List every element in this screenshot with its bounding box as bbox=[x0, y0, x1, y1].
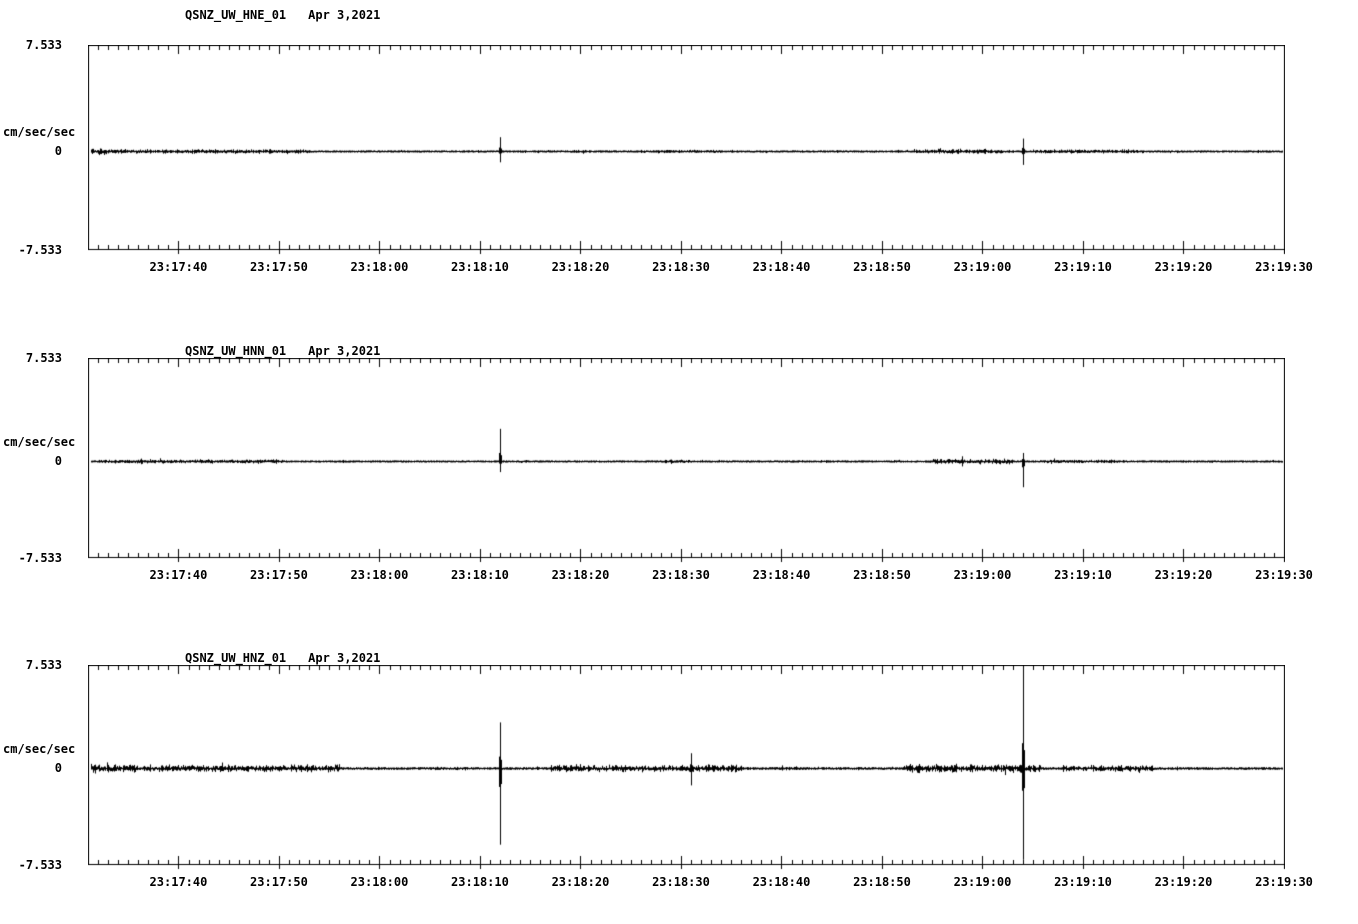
x-tick-label: 23:19:30 bbox=[1255, 568, 1313, 582]
x-tick-label: 23:18:20 bbox=[551, 260, 610, 274]
y-axis-min-label: -7.533 bbox=[18, 551, 62, 565]
x-tick-label: 23:19:20 bbox=[1154, 875, 1213, 889]
x-tick-label: 23:18:40 bbox=[752, 875, 811, 889]
x-tick-label: 23:18:00 bbox=[350, 568, 409, 582]
x-tick-label: 23:19:20 bbox=[1154, 260, 1213, 274]
y-axis-max-label: 7.533 bbox=[25, 658, 62, 672]
y-axis-units-label: cm/sec/sec bbox=[3, 125, 76, 139]
y-axis-max-label: 7.533 bbox=[25, 38, 62, 52]
x-tick-label: 23:18:50 bbox=[853, 875, 911, 889]
x-tick-label: 23:18:40 bbox=[752, 260, 811, 274]
x-tick-label: 23:17:40 bbox=[149, 568, 208, 582]
station-channel-label: QSNZ_UW_HNE_01 bbox=[185, 8, 287, 22]
x-tick-label: 23:18:00 bbox=[350, 260, 409, 274]
x-tick-label: 23:19:00 bbox=[953, 568, 1012, 582]
x-tick-label: 23:18:20 bbox=[551, 568, 610, 582]
y-axis-zero-label: 0 bbox=[54, 144, 62, 158]
x-tick-label: 23:18:50 bbox=[853, 260, 911, 274]
trace-title-hne: QSNZ_UW_HNE_01 Apr 3,2021 bbox=[185, 8, 380, 22]
x-tick-label: 23:19:00 bbox=[953, 260, 1012, 274]
x-tick-label: 23:17:50 bbox=[250, 875, 308, 889]
y-axis-units-label: cm/sec/sec bbox=[3, 435, 76, 449]
x-tick-label: 23:19:30 bbox=[1255, 260, 1313, 274]
x-tick-label: 23:19:10 bbox=[1054, 260, 1112, 274]
y-axis-min-label: -7.533 bbox=[18, 243, 62, 257]
y-axis-zero-label: 0 bbox=[54, 761, 62, 775]
waveform-canvas-hnn bbox=[88, 358, 1285, 563]
trace-date: Apr 3,2021 bbox=[308, 344, 381, 358]
y-axis-units-label: cm/sec/sec bbox=[3, 742, 76, 756]
y-axis-min-label: -7.533 bbox=[18, 858, 62, 872]
x-tick-label: 23:19:10 bbox=[1054, 568, 1112, 582]
x-tick-label: 23:18:30 bbox=[652, 260, 710, 274]
x-tick-label: 23:18:40 bbox=[752, 568, 811, 582]
x-tick-label: 23:17:50 bbox=[250, 260, 308, 274]
x-tick-label: 23:18:50 bbox=[853, 568, 911, 582]
x-tick-label: 23:19:10 bbox=[1054, 875, 1112, 889]
x-tick-label: 23:18:10 bbox=[451, 568, 509, 582]
x-tick-label: 23:18:30 bbox=[652, 875, 710, 889]
x-tick-label: 23:17:40 bbox=[149, 875, 208, 889]
x-tick-label: 23:18:00 bbox=[350, 875, 409, 889]
x-tick-label: 23:18:20 bbox=[551, 875, 610, 889]
station-channel-label: QSNZ_UW_HNN_01 bbox=[185, 344, 287, 358]
y-axis-max-label: 7.533 bbox=[25, 351, 62, 365]
waveform-canvas-hnz bbox=[88, 665, 1285, 870]
x-tick-label: 23:18:10 bbox=[451, 260, 509, 274]
station-channel-label: QSNZ_UW_HNZ_01 bbox=[185, 651, 287, 665]
x-tick-label: 23:17:50 bbox=[250, 568, 308, 582]
trace-date: Apr 3,2021 bbox=[308, 8, 381, 22]
x-tick-label: 23:17:40 bbox=[149, 260, 208, 274]
x-tick-label: 23:19:20 bbox=[1154, 568, 1213, 582]
x-tick-label: 23:19:00 bbox=[953, 875, 1012, 889]
trace-title-hnz: QSNZ_UW_HNZ_01 Apr 3,2021 bbox=[185, 651, 380, 665]
y-axis-zero-label: 0 bbox=[54, 454, 62, 468]
x-tick-label: 23:18:30 bbox=[652, 568, 710, 582]
trace-date: Apr 3,2021 bbox=[308, 651, 381, 665]
x-tick-label: 23:19:30 bbox=[1255, 875, 1313, 889]
waveform-canvas-hne bbox=[88, 45, 1285, 255]
trace-title-hnn: QSNZ_UW_HNN_01 Apr 3,2021 bbox=[185, 344, 380, 358]
x-tick-label: 23:18:10 bbox=[451, 875, 509, 889]
